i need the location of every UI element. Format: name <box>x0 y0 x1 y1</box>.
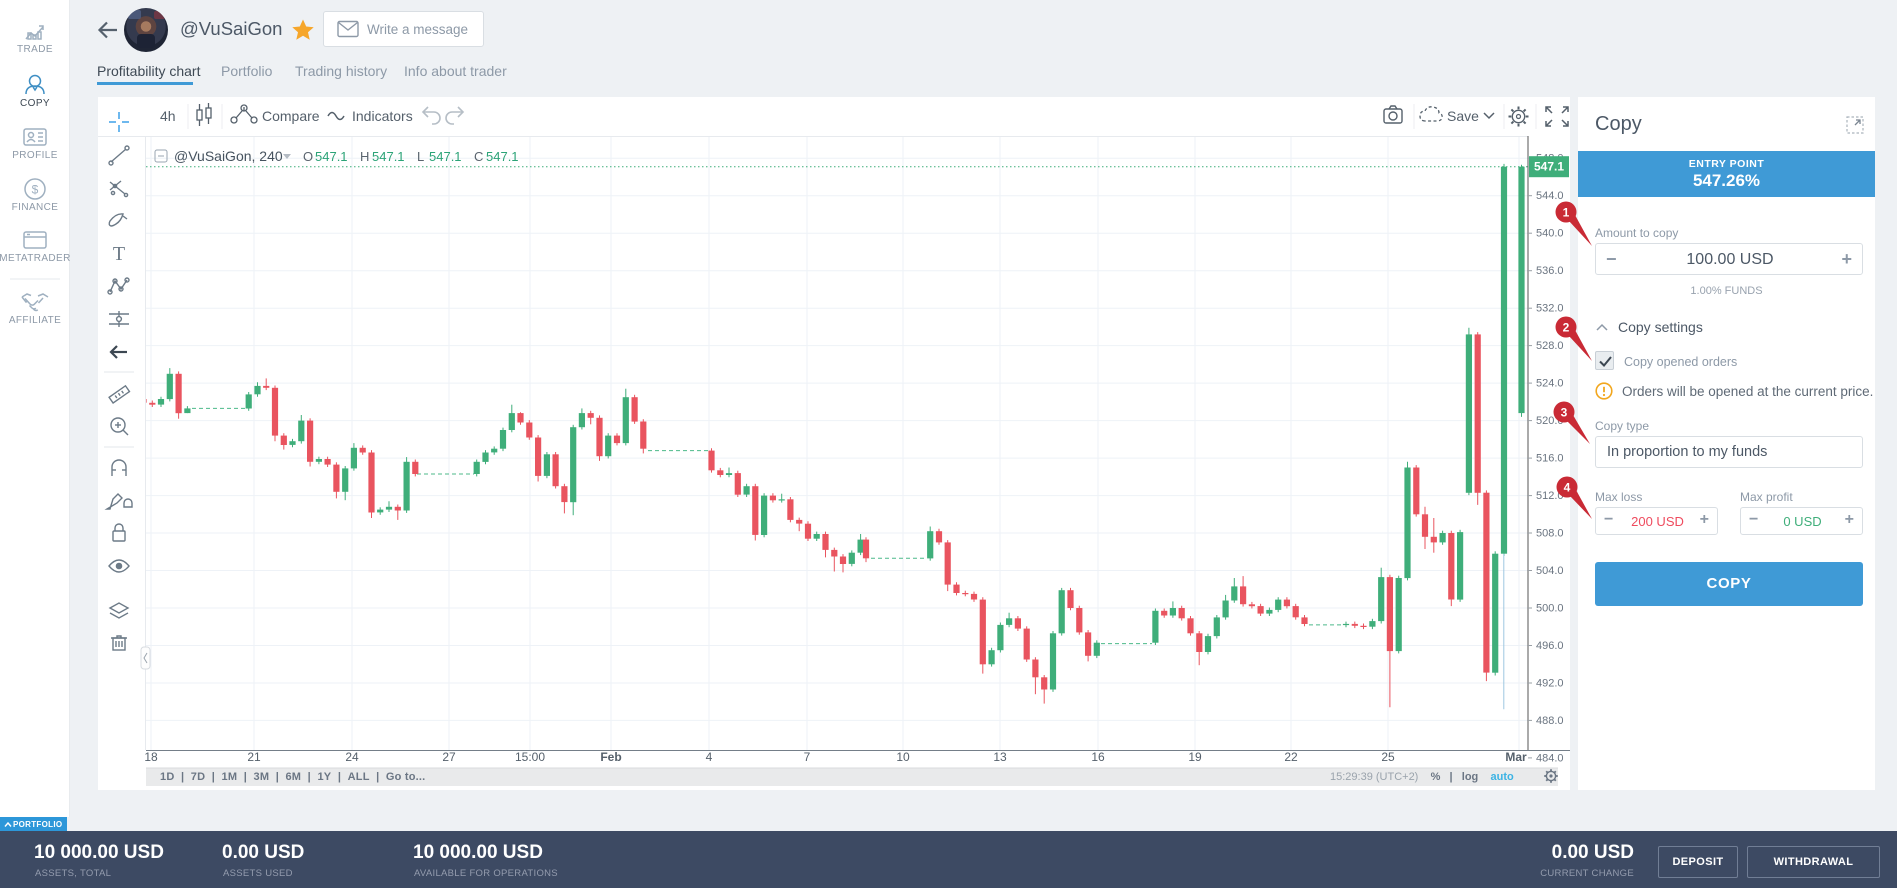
svg-text:21: 21 <box>247 750 261 764</box>
svg-text:COPY: COPY <box>20 98 50 109</box>
svg-text:4h: 4h <box>160 108 176 124</box>
svg-text:PROFILE: PROFILE <box>12 150 58 161</box>
svg-text:544.0: 544.0 <box>1536 190 1564 202</box>
svg-text:$: $ <box>32 183 39 197</box>
svg-text:O: O <box>303 149 313 164</box>
svg-text:Indicators: Indicators <box>352 108 413 124</box>
svg-text:512.0: 512.0 <box>1536 490 1564 502</box>
svg-text:24: 24 <box>345 750 359 764</box>
svg-text:19: 19 <box>1188 750 1202 764</box>
svg-text:547.1: 547.1 <box>486 149 519 164</box>
svg-text:T: T <box>113 243 125 265</box>
svg-text:25: 25 <box>1381 750 1395 764</box>
svg-text:@VuSaiGon, 240: @VuSaiGon, 240 <box>174 148 283 164</box>
svg-text:7: 7 <box>804 750 811 764</box>
svg-text:504.0: 504.0 <box>1536 565 1564 577</box>
svg-text:1: 1 <box>1563 206 1570 220</box>
svg-text:508.0: 508.0 <box>1536 528 1564 540</box>
svg-text:547.1: 547.1 <box>429 149 462 164</box>
svg-text:500.0: 500.0 <box>1536 603 1564 615</box>
svg-text:492.0: 492.0 <box>1536 678 1564 690</box>
svg-text:Mar: Mar <box>1505 750 1527 764</box>
svg-text:547.1: 547.1 <box>372 149 405 164</box>
svg-text:3: 3 <box>1561 406 1568 420</box>
svg-text:4: 4 <box>706 750 713 764</box>
svg-text:496.0: 496.0 <box>1536 640 1564 652</box>
svg-text:536.0: 536.0 <box>1536 265 1564 277</box>
svg-text:13: 13 <box>993 750 1007 764</box>
svg-text:532.0: 532.0 <box>1536 303 1564 315</box>
svg-text:4: 4 <box>1564 481 1571 495</box>
svg-text:540.0: 540.0 <box>1536 228 1564 240</box>
svg-text:547.1: 547.1 <box>315 149 348 164</box>
svg-text:524.0: 524.0 <box>1536 378 1564 390</box>
svg-text:L: L <box>417 149 424 164</box>
svg-text:FINANCE: FINANCE <box>12 202 59 213</box>
svg-text:488.0: 488.0 <box>1536 715 1564 727</box>
svg-text:27: 27 <box>442 750 456 764</box>
svg-text:10: 10 <box>896 750 910 764</box>
svg-text:H: H <box>360 149 369 164</box>
svg-text:528.0: 528.0 <box>1536 340 1564 352</box>
svg-text:Feb: Feb <box>600 750 621 764</box>
svg-text:22: 22 <box>1284 750 1298 764</box>
svg-text:METATRADER: METATRADER <box>0 253 70 264</box>
svg-text:Compare: Compare <box>262 108 320 124</box>
svg-text:547.1: 547.1 <box>1534 160 1564 174</box>
svg-text:2: 2 <box>1563 321 1570 335</box>
svg-text:18: 18 <box>144 750 158 764</box>
svg-text:TRADE: TRADE <box>17 44 53 55</box>
svg-text:15:00: 15:00 <box>515 750 545 764</box>
svg-text:Save: Save <box>1447 108 1479 124</box>
svg-text:16: 16 <box>1091 750 1105 764</box>
svg-text:484.0: 484.0 <box>1536 752 1564 764</box>
svg-text:516.0: 516.0 <box>1536 453 1564 465</box>
svg-text:C: C <box>474 149 483 164</box>
svg-text:AFFILIATE: AFFILIATE <box>9 315 61 326</box>
